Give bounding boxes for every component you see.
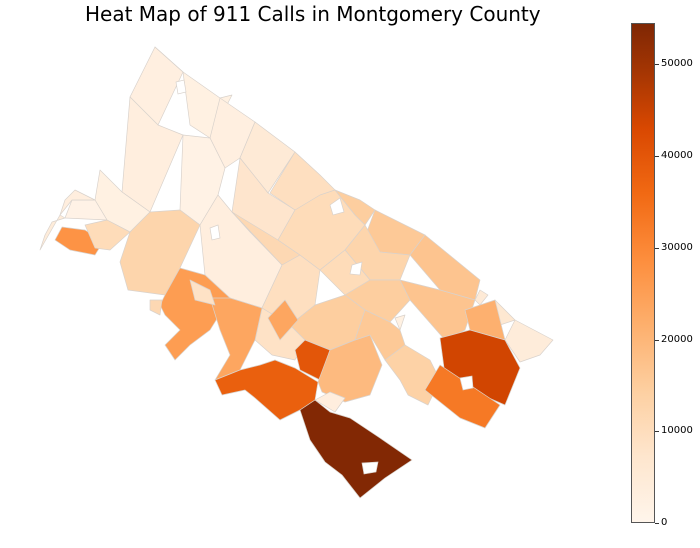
- map-region-r47: [314, 391, 346, 413]
- colorbar-tick: [655, 431, 659, 433]
- map-enclave-6: [209, 224, 221, 241]
- colorbar-tick-label: 20000: [661, 333, 693, 345]
- map-region-r41: [384, 344, 441, 406]
- map-region-r20: [334, 189, 376, 226]
- map-region-r43: [424, 364, 501, 429]
- map-enclave-4: [361, 461, 379, 475]
- map-enclave-1: [329, 197, 345, 216]
- county-map: [39, 46, 554, 499]
- colorbar-tick-label: 10000: [661, 425, 693, 437]
- colorbar-tick-label: 40000: [661, 150, 693, 162]
- map-region-r33: [149, 299, 163, 316]
- map-region-r45: [189, 279, 216, 306]
- map-region-r29: [399, 279, 476, 341]
- colorbar-tick: [655, 247, 659, 249]
- colorbar-tick-label: 30000: [661, 241, 693, 253]
- colorbar-tick-label: 0: [661, 517, 668, 528]
- chart-title: Heat Map of 911 Calls in Montgomery Coun…: [85, 2, 541, 26]
- map-enclave-5: [175, 79, 187, 95]
- map-region-r12: [39, 214, 66, 251]
- map-region-r05: [121, 96, 184, 213]
- colorbar-tick: [655, 523, 659, 524]
- colorbar-tick: [655, 64, 659, 66]
- map-region-r44: [299, 399, 413, 499]
- map-region-r11: [59, 189, 96, 216]
- map-region-r03: [209, 97, 256, 169]
- colorbar-gradient: [631, 23, 655, 523]
- map-region-r25: [504, 319, 554, 363]
- map-region-r32: [159, 267, 231, 361]
- colorbar-tick-label: 50000: [661, 58, 693, 70]
- map-enclave-3: [459, 375, 474, 391]
- map-region-r30: [394, 314, 406, 331]
- colorbar-tick: [655, 339, 659, 341]
- colorbar-tick: [655, 156, 659, 158]
- map-region-r14: [84, 219, 131, 251]
- map-region-r46: [267, 299, 299, 341]
- map-enclave-2: [349, 261, 363, 276]
